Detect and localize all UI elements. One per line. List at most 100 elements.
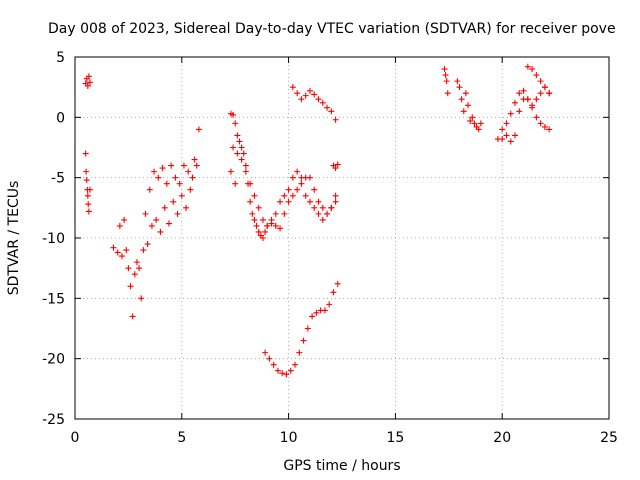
series-arc-10 <box>454 78 484 133</box>
data-point <box>255 204 262 211</box>
data-point <box>289 84 296 91</box>
data-point <box>266 355 273 362</box>
data-point <box>324 104 331 111</box>
data-point <box>546 126 553 133</box>
data-point <box>277 225 284 232</box>
data-point <box>298 96 305 103</box>
series-arc-7 <box>262 280 341 378</box>
data-point <box>443 78 450 85</box>
data-point <box>116 222 123 229</box>
data-point <box>328 108 335 115</box>
data-point <box>512 99 519 106</box>
data-point <box>247 198 254 205</box>
data-point <box>311 204 318 211</box>
data-point <box>287 367 294 374</box>
data-point <box>277 198 284 205</box>
data-point <box>251 216 258 223</box>
data-point <box>232 120 239 127</box>
data-point <box>247 180 254 187</box>
data-point <box>529 66 536 73</box>
data-point <box>319 216 326 223</box>
data-point <box>86 186 93 193</box>
data-point <box>127 283 134 290</box>
data-point <box>328 204 335 211</box>
series-arc-5 <box>230 144 339 229</box>
y-tick-label: -20 <box>42 352 65 368</box>
data-point <box>140 247 147 254</box>
data-point <box>529 102 536 109</box>
data-point <box>441 66 448 73</box>
data-point <box>84 82 91 89</box>
data-point <box>85 73 92 80</box>
x-tick-label: 25 <box>600 430 618 446</box>
series-arc-2 <box>82 150 93 215</box>
data-point <box>262 349 269 356</box>
data-point <box>249 210 256 217</box>
data-point <box>294 186 301 193</box>
data-point <box>499 126 506 133</box>
data-point <box>138 295 145 302</box>
y-tick-label: -25 <box>42 412 65 428</box>
data-point <box>330 289 337 296</box>
data-point <box>326 301 333 308</box>
x-axis-label: GPS time / hours <box>283 458 400 474</box>
data-point <box>251 192 258 199</box>
series-arc-4 <box>227 110 339 241</box>
data-point <box>306 87 313 94</box>
data-point <box>460 108 467 115</box>
data-point <box>458 96 465 103</box>
data-point <box>477 120 484 127</box>
data-point <box>465 102 472 109</box>
data-point <box>85 201 92 208</box>
data-point <box>157 228 164 235</box>
data-point <box>537 90 544 97</box>
series-arc-9 <box>441 66 451 97</box>
data-point <box>285 198 292 205</box>
data-points <box>82 63 553 378</box>
data-point <box>83 177 90 184</box>
data-point <box>516 108 523 115</box>
data-point <box>279 370 286 377</box>
data-point <box>315 210 322 217</box>
data-point <box>270 361 277 368</box>
data-point <box>86 79 93 86</box>
x-tick-labels: 0 5 10 15 20 25 <box>71 430 618 446</box>
data-point <box>332 165 339 172</box>
data-point <box>516 90 523 97</box>
data-point <box>309 313 316 320</box>
data-point <box>462 90 469 97</box>
axis-ticks <box>74 56 610 420</box>
series-arc-11 <box>494 87 553 143</box>
y-tick-label: 5 <box>56 50 65 66</box>
chart-title: Day 008 of 2023, Sidereal Day-to-day VTE… <box>48 21 616 37</box>
data-point <box>507 110 514 117</box>
data-point <box>230 111 237 118</box>
data-point <box>456 84 463 91</box>
data-point <box>537 120 544 127</box>
x-tick-label: 15 <box>386 430 404 446</box>
data-point <box>296 349 303 356</box>
data-point <box>242 168 249 175</box>
data-point <box>187 186 194 193</box>
data-point <box>304 325 311 332</box>
data-point <box>262 228 269 235</box>
data-point <box>503 132 510 139</box>
data-point <box>292 361 299 368</box>
series-arc-3 <box>110 126 202 320</box>
data-point <box>520 87 527 94</box>
data-point <box>253 222 260 229</box>
data-point <box>183 204 190 211</box>
data-point <box>332 198 339 205</box>
data-point <box>272 210 279 217</box>
data-point <box>503 120 510 127</box>
data-point <box>311 91 318 98</box>
data-point <box>334 161 341 168</box>
data-point <box>193 162 200 169</box>
data-point <box>302 192 309 199</box>
data-point <box>524 96 531 103</box>
data-point <box>281 210 288 217</box>
data-point <box>159 165 166 172</box>
data-point <box>123 247 130 254</box>
data-point <box>170 198 177 205</box>
